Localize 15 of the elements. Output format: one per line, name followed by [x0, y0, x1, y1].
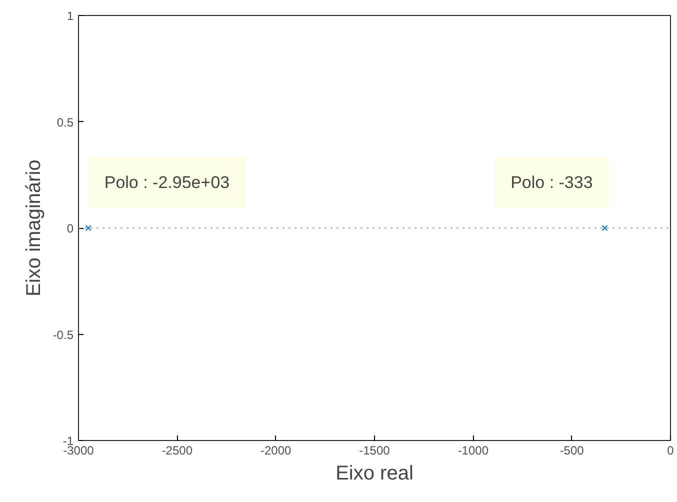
x-axis-title: Eixo real [336, 462, 414, 484]
y-tick-label: 0.5 [56, 115, 74, 130]
y-tick-label: 0 [66, 222, 74, 236]
y-tick-label: -0.5 [52, 328, 74, 342]
x-tick-label: -1000 [458, 444, 489, 458]
x-tick-label: 0 [667, 444, 674, 458]
x-tick-label: -2500 [162, 444, 193, 458]
x-tick-label: -2000 [260, 444, 292, 458]
x-tick-label: -1500 [359, 444, 390, 458]
y-tick-label: 1 [66, 9, 74, 23]
y-axis-title: Eixo imaginário [22, 160, 45, 296]
annotation: Polo : -2.95e+03 [104, 173, 230, 192]
x-tick-label: -500 [560, 444, 584, 458]
annotation: Polo : -333 [510, 173, 593, 192]
x-tick-label: -3000 [63, 444, 94, 458]
